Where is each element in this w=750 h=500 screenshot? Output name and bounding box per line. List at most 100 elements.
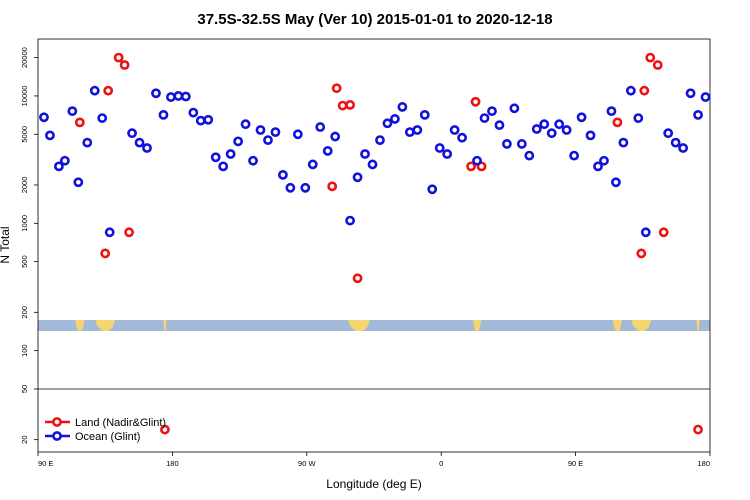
ocean-point [700, 92, 711, 102]
ocean-point [625, 85, 636, 96]
ocean-point [45, 130, 55, 141]
x-tick-label: 90 W [298, 459, 316, 468]
ocean-point [240, 119, 251, 130]
ocean-point [315, 122, 326, 132]
map-land-south-africa [473, 320, 482, 331]
ocean-point [73, 177, 84, 188]
y-tick-label: 2000 [20, 177, 29, 194]
land-point [327, 181, 338, 192]
plot-frame [37, 38, 711, 453]
ocean-point [502, 139, 512, 149]
ocean-point [611, 177, 621, 188]
legend: Land (Nadir&Glint) Ocean (Glint) [45, 417, 166, 443]
x-axis-label: Longitude (deg E) [326, 477, 421, 491]
ocean-point [345, 215, 356, 226]
y-tick-label: 500 [20, 255, 29, 268]
ocean-point [427, 184, 438, 195]
ocean-point [127, 128, 137, 139]
map-ocean-band [38, 320, 710, 331]
ocean-point [472, 155, 482, 166]
ocean-point [210, 152, 221, 163]
ocean-point [412, 125, 423, 135]
land-point [658, 227, 669, 238]
ocean-point [263, 135, 273, 146]
ocean-point [278, 169, 288, 180]
legend-label: Ocean (Glint) [75, 431, 140, 443]
map-land-australia [95, 320, 116, 331]
y-tick-label: 200 [20, 306, 29, 319]
ocean-point [188, 107, 199, 118]
land-point [645, 52, 656, 63]
ocean-point [89, 85, 100, 96]
ocean-point [382, 118, 393, 129]
ocean-series [39, 85, 711, 238]
land-point [337, 100, 348, 111]
land-point [103, 85, 114, 96]
x-tick-label: 90 E [568, 459, 583, 468]
ocean-point [561, 125, 572, 135]
ocean-point [300, 182, 311, 193]
ocean-point [97, 113, 108, 123]
ocean-point [593, 161, 603, 172]
y-tick-label: 100 [20, 344, 29, 357]
land-point [466, 161, 476, 172]
ocean-point [255, 125, 266, 135]
map-land-australia-west [75, 320, 85, 331]
land-point [639, 85, 650, 96]
ocean-point [663, 128, 674, 139]
ocean-point [419, 109, 430, 120]
ocean-point [569, 150, 580, 161]
land-point [124, 227, 134, 238]
legend-marker [52, 417, 62, 427]
y-tick-label: 5000 [20, 126, 29, 143]
ocean-point [397, 102, 408, 112]
ocean-point [494, 120, 505, 131]
x-tick-label: 180 [697, 459, 710, 468]
ocean-point [54, 161, 64, 172]
ocean-point [546, 128, 557, 139]
ocean-point [599, 155, 609, 166]
ocean-point [487, 106, 497, 117]
ocean-point [539, 119, 550, 130]
ocean-point [248, 155, 258, 166]
ocean-point [449, 125, 460, 135]
ocean-point [82, 137, 93, 148]
ocean-point [367, 159, 378, 170]
ocean-point [195, 115, 206, 126]
map-land-south-america [348, 320, 371, 331]
land-point [636, 248, 647, 259]
ocean-point [606, 106, 617, 117]
legend-marker [52, 431, 62, 441]
y-tick-label: 1000 [20, 215, 29, 232]
ocean-point [390, 114, 400, 124]
y-tick-label: 20 [20, 435, 29, 443]
ocean-point [524, 150, 535, 161]
land-point [100, 248, 111, 259]
ocean-point [233, 136, 244, 147]
ocean-point [457, 132, 468, 143]
ocean-point [434, 143, 445, 153]
land-point [345, 100, 356, 110]
ocean-point [218, 161, 229, 172]
ocean-point [67, 106, 78, 117]
ocean-point [151, 88, 161, 99]
ocean-point [685, 88, 696, 99]
chart-title: 37.5S-32.5S May (Ver 10) 2015-01-01 to 2… [197, 11, 552, 28]
land-point [331, 83, 342, 94]
ocean-point [404, 127, 415, 138]
ocean-point [670, 137, 681, 148]
land-point [119, 60, 130, 70]
ocean-point [375, 135, 385, 146]
ocean-point [633, 113, 644, 123]
axes: 90 E 180 90 W 0 90 E 180 20 50 100 200 500 1000 2000… [20, 38, 711, 468]
ocean-point [531, 124, 542, 134]
ocean-point [352, 172, 363, 183]
land-point [693, 424, 703, 435]
ocean-point [640, 227, 651, 238]
map-land-australia [631, 320, 652, 331]
map-land-new-zealand [163, 320, 167, 331]
ocean-point [509, 103, 520, 114]
y-tick-label: 10000 [20, 86, 29, 107]
ocean-point [104, 227, 115, 238]
